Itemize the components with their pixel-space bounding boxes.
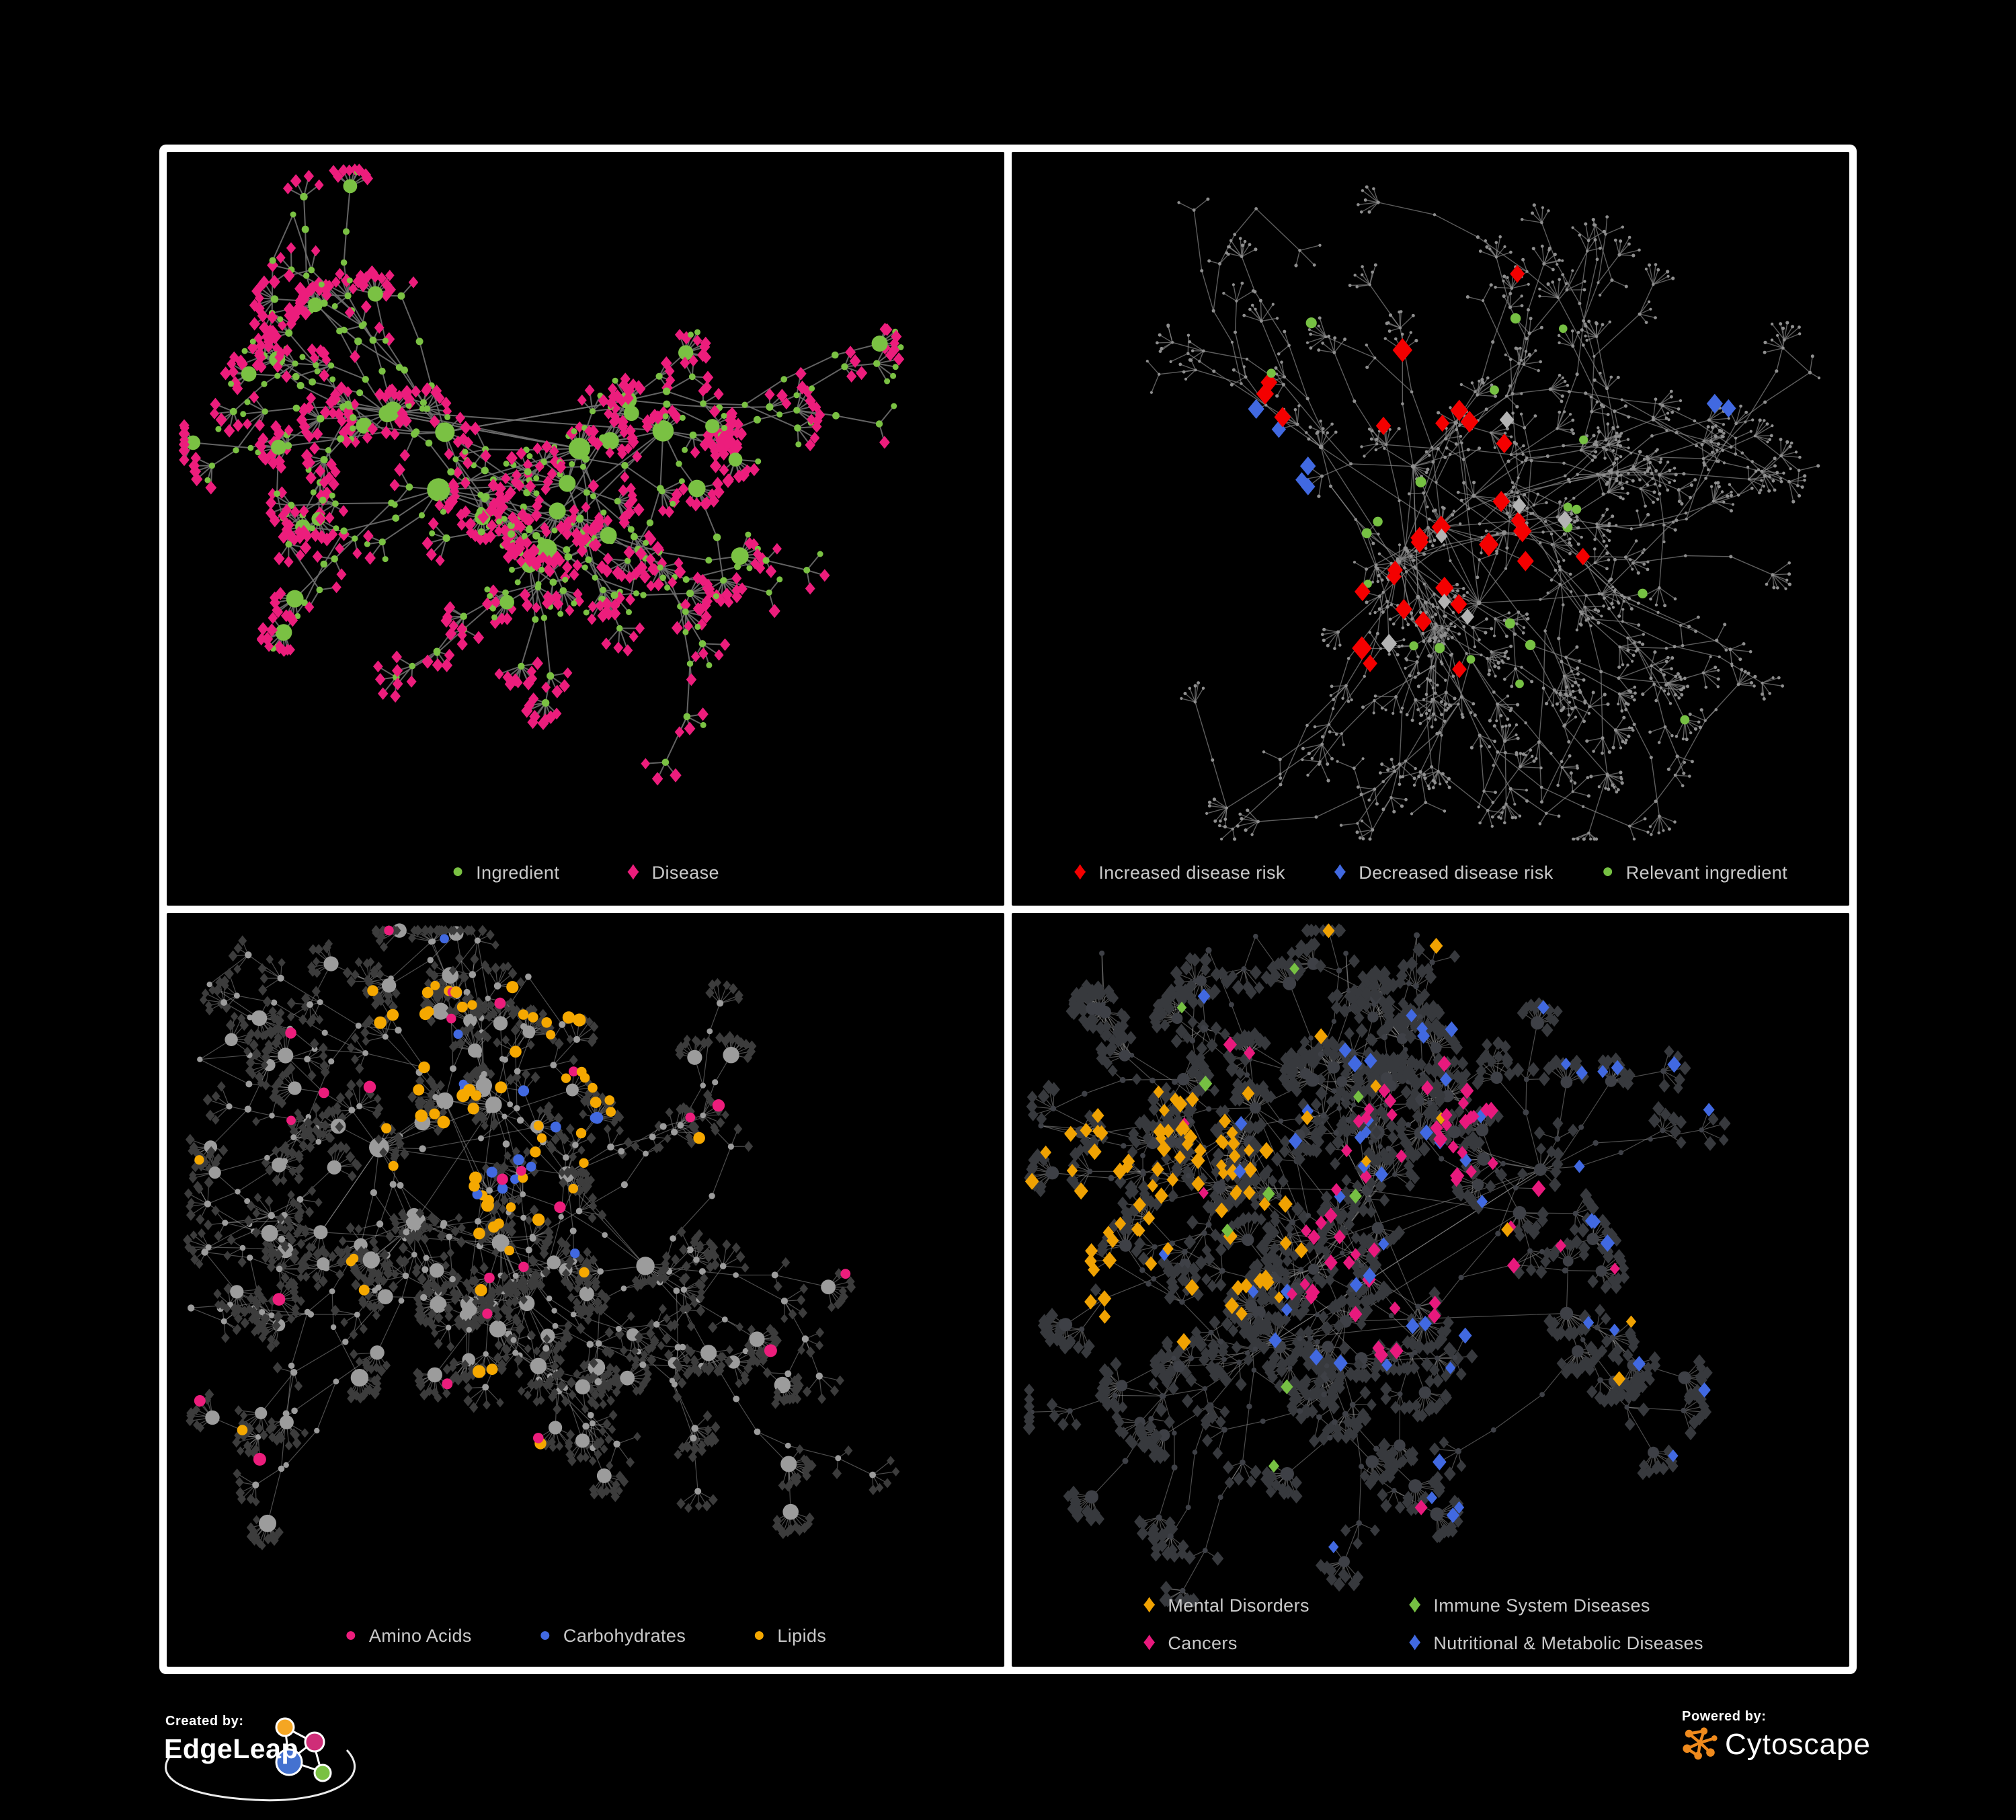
legend-macronutrients: ● Amino Acids ● Carbohydrates ● Lipids xyxy=(167,1623,1004,1647)
legend-item-disease: ♦ Disease xyxy=(627,857,719,885)
diamond-marker-icon: ♦ xyxy=(1143,1590,1156,1618)
circle-marker-icon: ● xyxy=(344,1623,357,1646)
legend-label: Decreased disease risk xyxy=(1359,862,1554,883)
edgeleap-logo-icon xyxy=(165,1717,356,1802)
legend-label: Disease xyxy=(651,862,719,883)
legend-item-immune-diseases: ♦ Immune System Diseases xyxy=(1408,1590,1650,1618)
legend-item-cancers: ♦ Cancers xyxy=(1143,1628,1238,1656)
legend-label: Carbohydrates xyxy=(563,1626,686,1646)
powered-by-label: Powered by: xyxy=(1682,1709,1767,1724)
legend-item-mental-disorders: ♦ Mental Disorders xyxy=(1143,1590,1309,1618)
panel-disease-categories: ♦ Mental Disorders ♦ Immune System Disea… xyxy=(1012,913,1849,1667)
legend-label: Nutritional & Metabolic Diseases xyxy=(1433,1632,1703,1653)
legend-item-ingredient: ● Ingredient xyxy=(452,860,560,883)
legend-item-relevant-ingredient: ● Relevant ingredient xyxy=(1601,860,1788,883)
legend-ingredient-disease: ● Ingredient ♦ Disease xyxy=(167,857,1004,885)
circle-marker-icon: ● xyxy=(753,1623,766,1646)
legend-label: Cancers xyxy=(1168,1632,1238,1653)
circle-marker-icon: ● xyxy=(1601,860,1614,882)
legend-label: Immune System Diseases xyxy=(1433,1595,1650,1616)
diamond-marker-icon: ♦ xyxy=(1408,1628,1422,1656)
created-by-label: Created by: xyxy=(165,1714,244,1729)
network-graph-ingredient-disease xyxy=(178,163,905,786)
diamond-marker-icon: ♦ xyxy=(1143,1628,1156,1656)
legend-disease-risk: ♦ Increased disease risk ♦ Decreased dis… xyxy=(1012,857,1849,885)
circle-marker-icon: ● xyxy=(538,1623,551,1646)
legend-item-increased-risk: ♦ Increased disease risk xyxy=(1073,857,1285,885)
legend-item-nutritional-metabolic: ♦ Nutritional & Metabolic Diseases xyxy=(1408,1628,1703,1656)
edgeleap-branding: Created by: EdgeLeap xyxy=(153,1711,395,1819)
cytoscape-logo-icon xyxy=(1683,1727,1718,1760)
panel-disease-risk: ♦ Increased disease risk ♦ Decreased dis… xyxy=(1012,152,1849,906)
network-graph-macronutrients xyxy=(183,923,900,1550)
legend-item-decreased-risk: ♦ Decreased disease risk xyxy=(1333,857,1554,885)
network-graph-disease-risk xyxy=(1145,185,1821,841)
legend-label: Relevant ingredient xyxy=(1625,862,1788,883)
panel-grid: ● Ingredient ♦ Disease ♦ Increased disea… xyxy=(159,145,1857,1674)
legend-item-carbohydrates: ● Carbohydrates xyxy=(538,1623,686,1647)
network-graph-disease-categories xyxy=(1022,923,1731,1608)
panel-macronutrients: ● Amino Acids ● Carbohydrates ● Lipids xyxy=(167,913,1004,1667)
cytoscape-wordmark: Cytoscape xyxy=(1725,1728,1871,1761)
cytoscape-branding: Powered by: xyxy=(1681,1706,1896,1801)
legend-label: Ingredient xyxy=(476,862,560,883)
diamond-marker-icon: ♦ xyxy=(1073,857,1087,885)
legend-label: Mental Disorders xyxy=(1168,1595,1309,1616)
legend-item-amino-acids: ● Amino Acids xyxy=(344,1623,472,1647)
legend-item-lipids: ● Lipids xyxy=(753,1623,827,1647)
edgeleap-wordmark: EdgeLeap xyxy=(164,1733,298,1764)
panel-ingredient-disease: ● Ingredient ♦ Disease xyxy=(167,152,1004,906)
diamond-marker-icon: ♦ xyxy=(627,857,640,885)
diamond-marker-icon: ♦ xyxy=(1333,857,1347,885)
legend-label: Increased disease risk xyxy=(1098,862,1285,883)
legend-disease-categories: ♦ Mental Disorders ♦ Immune System Disea… xyxy=(1012,1590,1849,1656)
diamond-marker-icon: ♦ xyxy=(1408,1590,1422,1618)
legend-label: Lipids xyxy=(777,1626,827,1646)
legend-label: Amino Acids xyxy=(368,1626,472,1646)
circle-marker-icon: ● xyxy=(452,860,465,882)
